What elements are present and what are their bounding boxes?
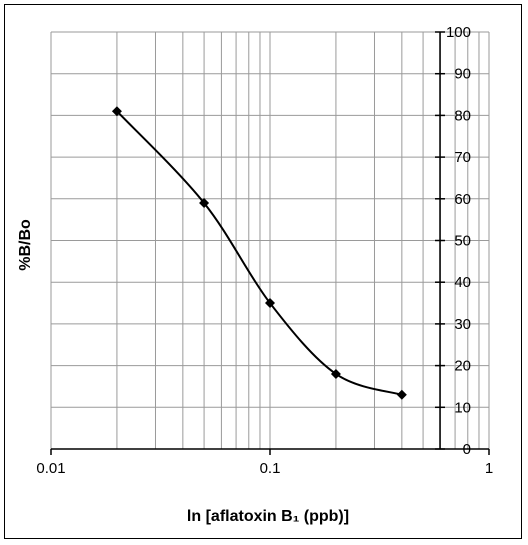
x-tick-label: 0.01 <box>36 460 65 477</box>
data-point <box>330 368 341 379</box>
y-tick-label: 20 <box>454 358 471 375</box>
chart-frame <box>4 4 522 539</box>
y-tick-label: 10 <box>454 399 471 416</box>
data-point <box>396 389 407 400</box>
y-axis-title: %B/Bo <box>17 219 34 271</box>
y-tick-label: 70 <box>454 149 471 166</box>
tick-labels: 0 10 20 30 40 50 60 70 80 90 100 0.01 0.1 1 <box>36 24 493 477</box>
y-tick-label: 90 <box>454 66 471 83</box>
data-point <box>265 298 275 309</box>
x-tick-label: 0.1 <box>260 460 281 477</box>
y-tick-label: 40 <box>454 274 471 291</box>
series-layer <box>111 106 407 400</box>
gridlines <box>50 31 490 450</box>
y-tick-label: 30 <box>454 316 471 333</box>
y-tick-label: 0 <box>463 441 471 458</box>
series-line <box>116 110 403 396</box>
y-tick-label: 60 <box>454 191 471 208</box>
y-tick-label: 50 <box>454 233 471 250</box>
axes <box>50 31 490 455</box>
y-tick-label: 80 <box>454 107 471 124</box>
data-point <box>199 197 210 208</box>
data-point <box>111 106 122 117</box>
x-axis-title: ln [aflatoxin B₁ (ppb)] <box>187 508 349 525</box>
x-tick-label: 1 <box>485 460 493 477</box>
y-tick-label: 100 <box>446 24 471 41</box>
